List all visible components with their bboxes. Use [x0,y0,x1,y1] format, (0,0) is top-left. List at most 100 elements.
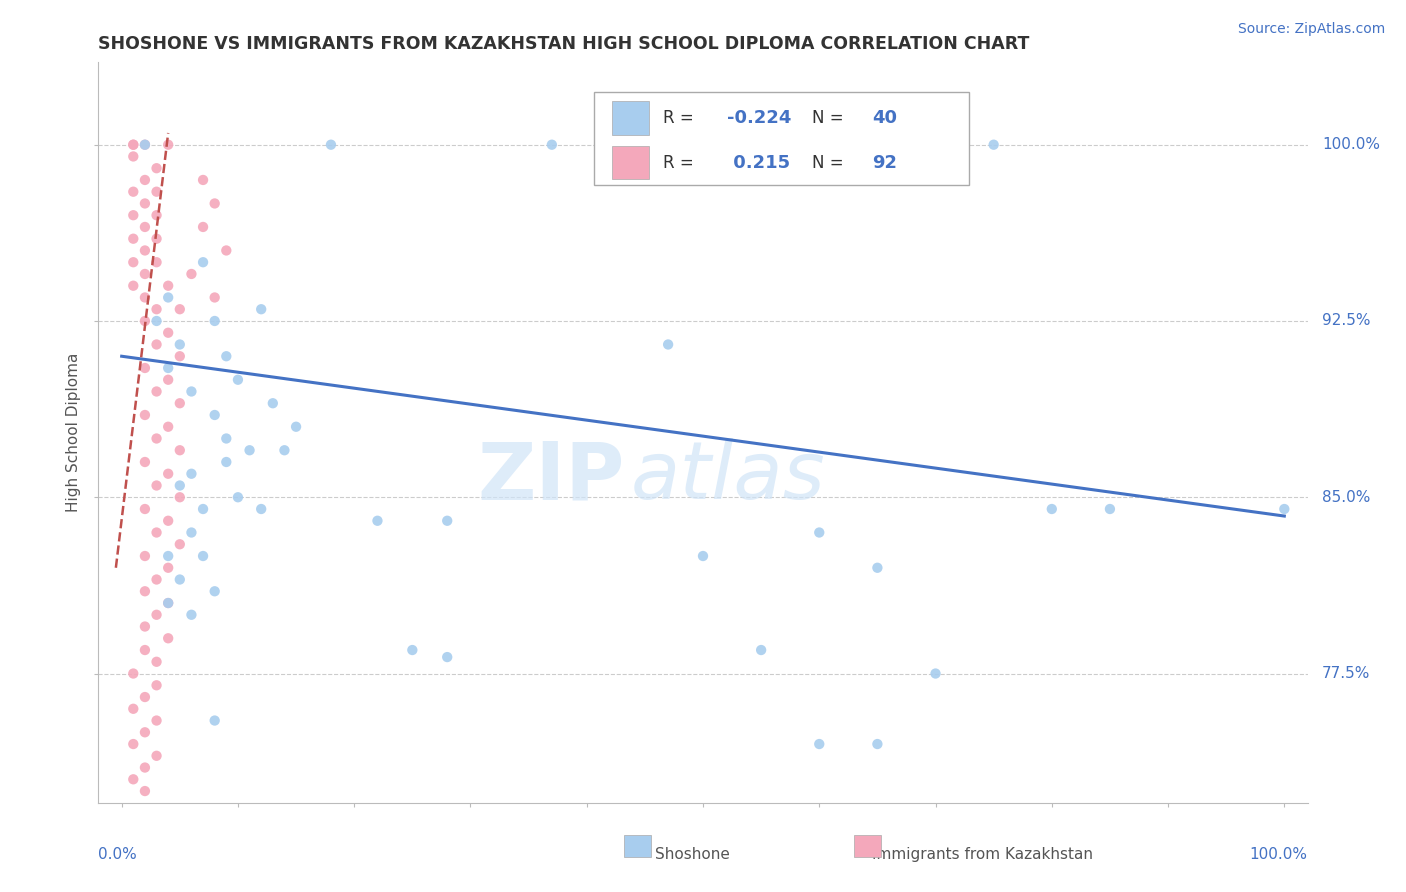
Point [145,607,167,622]
Point [204,196,226,211]
Text: Source: ZipAtlas.com: Source: ZipAtlas.com [1237,22,1385,37]
Point [191,255,214,269]
Point [134,619,156,633]
Text: SHOSHONE VS IMMIGRANTS FROM KAZAKHSTAN HIGH SCHOOL DIPLOMA CORRELATION CHART: SHOSHONE VS IMMIGRANTS FROM KAZAKHSTAN H… [98,35,1029,53]
Bar [613,145,648,179]
Point [226,373,249,387]
Point [540,137,562,152]
Point [145,232,167,246]
Point [157,561,180,575]
Point [134,219,156,234]
Text: 77.5%: 77.5% [1322,666,1371,681]
Point [157,278,180,293]
Point [866,561,889,575]
Point [692,549,714,563]
Point [122,149,145,163]
Point [319,137,342,152]
Point [145,337,167,351]
Point [169,478,191,492]
Point [366,514,388,528]
Point [169,337,191,351]
Point [122,278,145,293]
Point [145,678,167,692]
Point [157,596,180,610]
Text: R =: R = [664,110,699,128]
Point [122,137,145,152]
Point [180,525,202,540]
Point [134,290,156,304]
Point [122,702,145,716]
Point [215,244,238,258]
Point [122,137,145,152]
Text: N =: N = [811,153,849,171]
Y-axis label: High School Diploma: High School Diploma [66,353,82,512]
Point [134,502,156,516]
Point [169,537,191,551]
Point [285,419,308,434]
Point [145,384,167,399]
Point [401,643,423,657]
Point [169,349,191,363]
Point [215,432,238,446]
Point [808,737,831,751]
Text: 92.5%: 92.5% [1322,313,1371,328]
Point [157,596,180,610]
Text: -0.224: -0.224 [727,110,792,128]
Point [204,584,226,599]
Point [749,643,772,657]
Point [157,514,180,528]
Point [145,748,167,763]
Point [134,455,156,469]
Point [134,361,156,376]
Text: R =: R = [664,153,699,171]
Point [924,666,946,681]
Text: ZIP: ZIP [477,438,624,516]
Text: Immigrants from Kazakhstan: Immigrants from Kazakhstan [872,847,1094,863]
Point [157,361,180,376]
Point [122,185,145,199]
Point [157,326,180,340]
Point [145,255,167,269]
Point [157,373,180,387]
Point [180,267,202,281]
Point [226,490,249,504]
Point [134,244,156,258]
Point [122,232,145,246]
Point [1040,502,1063,516]
Point [180,384,202,399]
Point [866,737,889,751]
Point [191,173,214,187]
Point [134,643,156,657]
Point [157,549,180,563]
Text: 85.0%: 85.0% [1322,490,1371,505]
Point [145,208,167,222]
Point [145,302,167,317]
Point [134,173,156,187]
Text: 100.0%: 100.0% [1250,847,1308,863]
Text: N =: N = [811,110,849,128]
Point [157,632,180,646]
FancyBboxPatch shape [595,92,969,185]
Point [134,725,156,739]
Point [204,290,226,304]
Point [134,690,156,704]
Point [122,666,145,681]
Point [134,314,156,328]
Point [191,549,214,563]
Point [983,137,1005,152]
Point [436,514,458,528]
Point [145,314,167,328]
Point [180,607,202,622]
Point [145,161,167,176]
Point [808,525,831,540]
Point [273,443,295,458]
Point [215,349,238,363]
Point [204,314,226,328]
Point [134,267,156,281]
Point [239,443,262,458]
Point [134,584,156,599]
Point [145,432,167,446]
Point [1098,502,1121,516]
Point [145,525,167,540]
Point [204,714,226,728]
